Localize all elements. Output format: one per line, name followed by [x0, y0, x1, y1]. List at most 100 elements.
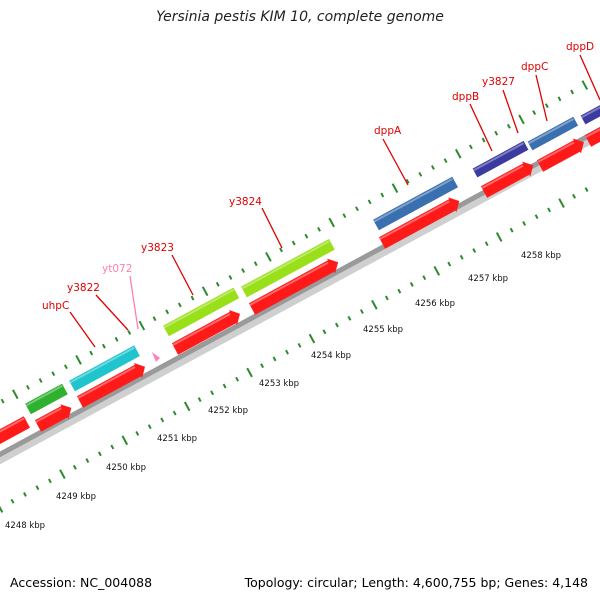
minor-tick [572, 193, 576, 199]
gene-leader-line [129, 275, 139, 330]
scale-label: 4251 kbp [157, 434, 197, 444]
trna-marker [152, 352, 160, 362]
minor-tick [534, 214, 539, 220]
gene-leader-line [502, 89, 519, 134]
minor-tick [197, 397, 202, 403]
scale-label: 4249 kbp [56, 492, 96, 502]
minor-tick [317, 226, 321, 232]
scale-label: 4252 kbp [208, 406, 248, 416]
feature-bar-y3824-body [241, 239, 335, 298]
minor-tick [557, 96, 562, 102]
cds-bar-8-highlight [537, 141, 575, 163]
minor-tick [359, 309, 364, 314]
minor-tick [335, 322, 339, 328]
major-tick [371, 299, 378, 310]
minor-tick [127, 330, 132, 335]
major-tick [183, 401, 191, 412]
minor-tick [522, 221, 527, 226]
feature-bar-y3823-highlight [163, 288, 234, 329]
major-tick [138, 320, 146, 331]
minor-tick [253, 261, 258, 267]
cds-bar-4 [171, 310, 240, 355]
major-tick [391, 183, 399, 193]
gene-label: dppB [452, 91, 479, 103]
minor-tick [72, 464, 77, 470]
minor-tick [570, 89, 575, 95]
gene-leader-line [535, 74, 548, 122]
major-tick [495, 232, 503, 242]
minor-tick [114, 336, 119, 342]
gene-label: y3824 [229, 196, 262, 208]
cds-bar-2-highlight [35, 407, 62, 423]
minor-tick [26, 384, 30, 390]
cds-bar-9 [584, 127, 600, 147]
minor-tick [509, 227, 514, 233]
minor-tick [547, 207, 552, 213]
feature-bar-dppa-highlight [373, 178, 453, 223]
backbone-shadow [0, 131, 600, 465]
scale-label: 4248 kbp [5, 521, 45, 531]
feature-bar-dppd [580, 105, 600, 125]
minor-tick [147, 424, 152, 430]
minor-tick [291, 240, 296, 246]
minor-tick [468, 144, 473, 150]
feature-bar-dppa [373, 176, 458, 231]
minor-tick [89, 350, 94, 356]
cds-bar-7-body [480, 161, 534, 198]
scale-label: 4258 kbp [521, 251, 561, 261]
minor-tick [342, 213, 347, 219]
minor-tick [228, 275, 233, 280]
accession-text: Accession: NC_004088 [10, 575, 153, 590]
minor-tick [472, 248, 477, 253]
major-tick [75, 355, 82, 365]
cds-bar-2-body [34, 404, 72, 432]
major-tick [581, 80, 589, 90]
minor-tick [384, 295, 389, 301]
minor-tick [210, 390, 215, 396]
feature-bar-y3824-highlight [241, 240, 330, 290]
minor-tick [272, 356, 277, 362]
minor-tick [260, 363, 264, 369]
minor-tick [190, 295, 195, 301]
minor-tick [279, 247, 283, 253]
minor-tick [304, 233, 309, 239]
minor-tick [215, 281, 220, 287]
feature-bar-y3823-body [163, 287, 240, 337]
major-tick [558, 198, 565, 208]
cds-bar-9-highlight [585, 128, 600, 138]
gene-leader-line [469, 103, 493, 152]
outer-tick-track [0, 80, 589, 404]
cds-bar-3-body [76, 363, 145, 408]
minor-tick [397, 288, 402, 294]
feature-bar-green [25, 383, 68, 415]
minor-tick [532, 110, 537, 115]
feature-bar-dppb-highlight [473, 142, 525, 172]
gene-label: dppD [566, 41, 594, 53]
minor-tick [409, 281, 414, 287]
minor-tick [584, 187, 589, 192]
scale-label: 4257 kbp [468, 274, 508, 284]
minor-tick [152, 316, 157, 322]
minor-tick [322, 329, 327, 335]
feature-bar-uhpc-body [69, 345, 140, 392]
minor-tick [430, 165, 435, 170]
minor-tick [165, 309, 170, 315]
feature-bar-dppa-body [373, 176, 458, 231]
gene-leader-line [95, 294, 129, 331]
gene-leader-line [261, 207, 283, 249]
gene-leader-line [69, 311, 96, 348]
cds-bar-1-body [0, 416, 30, 444]
gene-label: y3822 [67, 282, 100, 294]
feature-bar-dppb-body [472, 140, 529, 178]
gene-label: y3823 [141, 242, 174, 254]
major-tick [265, 251, 272, 262]
feature-bar-uhpc-highlight [69, 346, 135, 384]
cds-bar-3-highlight [77, 366, 136, 399]
gene-label: yt072 [102, 263, 132, 275]
minor-tick [177, 302, 182, 308]
minor-tick [297, 342, 302, 348]
feature-bar-dppb [472, 140, 529, 178]
feature-bar-dppd-highlight [581, 106, 600, 119]
